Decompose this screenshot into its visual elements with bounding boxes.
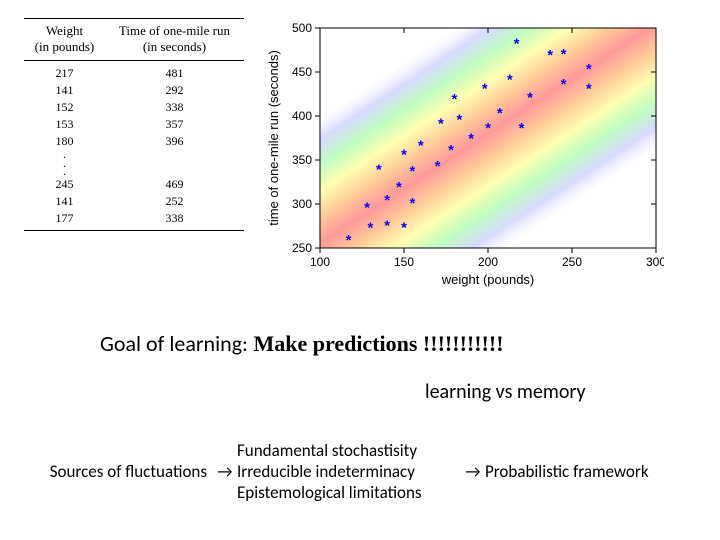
svg-text:*: *	[438, 116, 444, 133]
learning-vs-memory: learning vs memory	[425, 380, 586, 404]
svg-text:*: *	[346, 232, 352, 249]
table-cell: 292	[105, 82, 244, 99]
svg-text:*: *	[418, 138, 424, 155]
svg-text:*: *	[514, 36, 520, 53]
svg-text:*: *	[561, 46, 567, 63]
svg-text:500: 500	[292, 21, 312, 35]
svg-text:*: *	[457, 111, 463, 128]
table-cell: 217	[24, 61, 105, 83]
table-cell: 245	[24, 176, 105, 193]
svg-text:*: *	[401, 146, 407, 163]
svg-text:300: 300	[292, 197, 312, 211]
svg-text:*: *	[384, 218, 390, 235]
svg-text:*: *	[519, 120, 525, 137]
table-cell: 481	[105, 61, 244, 83]
col2-header: Time of one-mile run(in seconds)	[105, 19, 244, 61]
table-cell: 177	[24, 210, 105, 231]
svg-text:*: *	[435, 158, 441, 175]
svg-text:*: *	[409, 163, 415, 180]
table-cell: 469	[105, 176, 244, 193]
svg-text:time of one-mile run (seconds): time of one-mile run (seconds)	[266, 50, 281, 226]
sources-line: Sources of fluctuations → Fundamental st…	[18, 440, 702, 503]
svg-text:*: *	[586, 80, 592, 97]
svg-text:*: *	[448, 142, 454, 159]
svg-text:*: *	[586, 61, 592, 78]
svg-text:*: *	[376, 161, 382, 178]
svg-text:*: *	[409, 195, 415, 212]
table-cell: 338	[105, 210, 244, 231]
svg-text:*: *	[527, 89, 533, 106]
svg-text:350: 350	[292, 153, 312, 167]
svg-text:*: *	[485, 120, 491, 137]
svg-text:*: *	[468, 131, 474, 148]
table-cell: 396	[105, 133, 244, 150]
svg-text:*: *	[507, 72, 513, 89]
svg-text:*: *	[451, 91, 457, 108]
svg-text:450: 450	[292, 65, 312, 79]
svg-text:*: *	[396, 179, 402, 196]
svg-text:400: 400	[292, 109, 312, 123]
table-cell: 252	[105, 193, 244, 210]
svg-text:weight (pounds): weight (pounds)	[441, 272, 535, 287]
table-cell: 152	[24, 99, 105, 116]
svg-text:300: 300	[646, 255, 664, 269]
svg-text:200: 200	[478, 255, 498, 269]
scatter-chart: 100 150 200 250 300 250 300 350 400 450 500 weight …	[264, 18, 696, 288]
svg-text:*: *	[561, 76, 567, 93]
svg-text:*: *	[401, 219, 407, 236]
svg-text:250: 250	[562, 255, 582, 269]
data-table: Weight(in pounds) Time of one-mile run(i…	[24, 18, 244, 288]
table-cell: 141	[24, 82, 105, 99]
goal-line: Goal of learning: Make predictions !!!!!…	[100, 330, 504, 357]
col1-header: Weight(in pounds)	[24, 19, 105, 61]
table-cell: 153	[24, 116, 105, 133]
svg-text:*: *	[364, 199, 370, 216]
svg-text:*: *	[547, 47, 553, 64]
svg-text:150: 150	[394, 255, 414, 269]
svg-text:250: 250	[292, 241, 312, 255]
svg-text:*: *	[384, 192, 390, 209]
svg-text:*: *	[482, 80, 488, 97]
table-cell: 141	[24, 193, 105, 210]
svg-text:*: *	[497, 105, 503, 122]
svg-text:100: 100	[310, 255, 330, 269]
table-cell: 338	[105, 99, 244, 116]
table-cell: 357	[105, 116, 244, 133]
svg-text:*: *	[367, 219, 373, 236]
